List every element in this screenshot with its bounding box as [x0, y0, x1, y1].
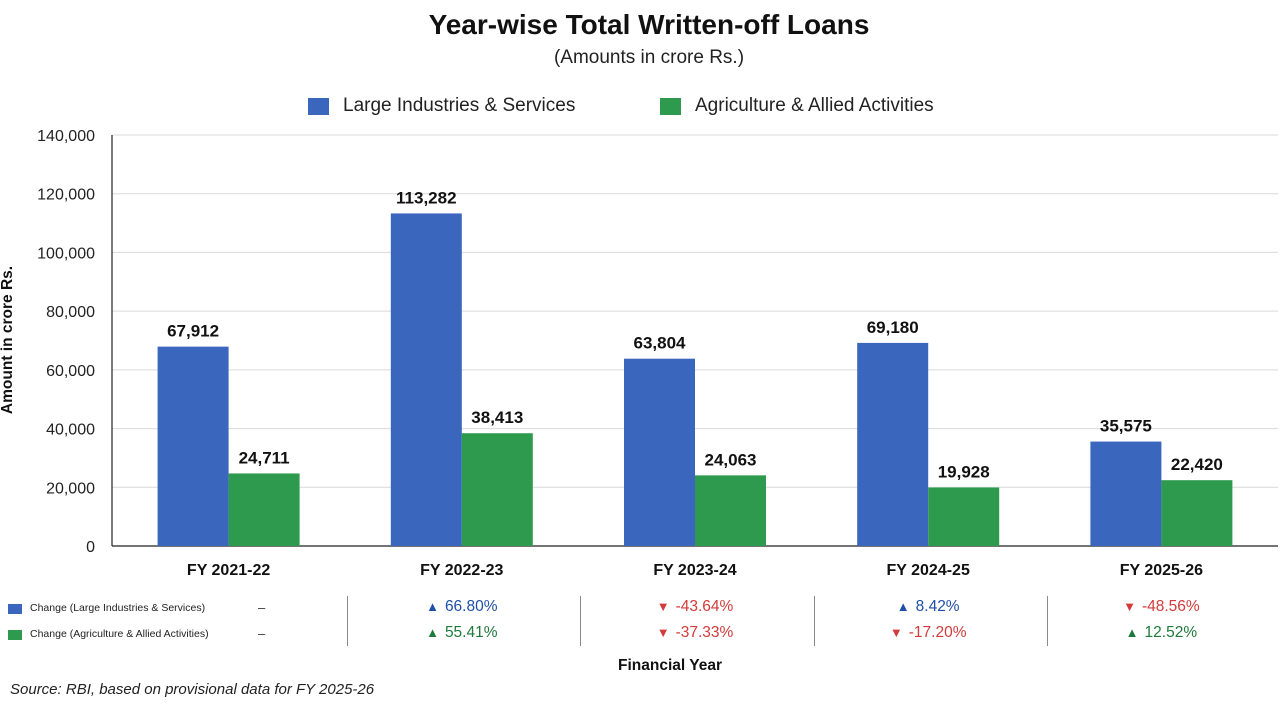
legend-item-large-industries: Large Industries & Services [308, 94, 575, 118]
data-label: 19,928 [938, 462, 990, 481]
x-tick-label: FY 2023-24 [653, 562, 736, 579]
change-percent: -17.20% [908, 624, 967, 641]
change-value: ▼ -37.33% [615, 624, 775, 642]
column-separator [813, 596, 815, 646]
data-label: 24,711 [239, 448, 290, 467]
bar-agriculture [928, 487, 1000, 546]
bar-agriculture [1161, 480, 1233, 546]
x-tick-label: FY 2022-23 [420, 562, 503, 579]
y-tick-label: 40,000 [46, 422, 95, 439]
data-label: 63,804 [634, 334, 687, 353]
change-swatch-large-industries [8, 604, 22, 614]
data-label: 24,063 [705, 450, 757, 469]
change-label-agriculture: Change (Agriculture & Allied Activities) [30, 628, 209, 640]
change-value: ▼ -43.64% [615, 598, 775, 616]
legend-swatch-agriculture [660, 97, 681, 115]
bar-chart: 0 20,000 40,000 60,000 80,000 100,000 120,000 1… [0, 128, 1278, 579]
change-value: ▲ 12.52% [1081, 624, 1241, 642]
y-tick-label: 60,000 [46, 363, 95, 380]
data-label: 67,912 [167, 322, 219, 341]
y-tick-label: 100,000 [37, 245, 95, 262]
chart-subtitle: (Amounts in crore Rs.) [553, 47, 745, 68]
legend-swatch-large-industries [308, 97, 329, 115]
data-label: 22,420 [1171, 455, 1223, 474]
change-label-large-industries: Change (Large Industries & Services) [30, 602, 206, 614]
change-swatch-agriculture [8, 630, 22, 640]
up-triangle-icon: ▲ [1125, 625, 1139, 640]
y-tick-label: 0 [86, 539, 95, 556]
x-axis-title: Financial Year [618, 657, 722, 674]
bar-large-industries [157, 346, 229, 546]
legend-item-agriculture: Agriculture & Allied Activities [660, 94, 934, 118]
bar-large-industries [857, 342, 929, 546]
down-triangle-icon: ▼ [656, 599, 670, 614]
change-percent: 66.80% [444, 598, 498, 615]
bar-large-industries [624, 358, 695, 546]
x-tick-label: FY 2024-25 [887, 562, 970, 579]
down-triangle-icon: ▼ [656, 625, 670, 640]
change-percent: -37.33% [675, 624, 734, 641]
y-tick-label: 80,000 [46, 304, 95, 321]
data-label: 35,575 [1100, 417, 1152, 436]
y-tick-label: 140,000 [37, 128, 95, 145]
down-triangle-icon: ▼ [1123, 599, 1136, 614]
legend-label-large-industries: Large Industries & Services [343, 95, 576, 116]
change-first-agriculture: – [258, 626, 266, 641]
bar-large-industries [390, 213, 462, 547]
change-percent: 8.42% [915, 598, 960, 615]
change-value: ▲ 8.42% [848, 598, 1008, 616]
down-triangle-icon: ▼ [889, 625, 903, 640]
bar-agriculture [228, 473, 300, 546]
data-label: 38,413 [471, 408, 523, 427]
change-percent: 12.52% [1144, 624, 1198, 641]
up-triangle-icon: ▲ [426, 625, 439, 640]
y-tick-label: 20,000 [46, 480, 95, 497]
change-percent: -43.64% [675, 598, 734, 615]
change-value: ▲ 66.80% [382, 598, 542, 616]
change-percent: 55.41% [444, 624, 498, 641]
data-label: 69,180 [867, 318, 919, 337]
x-tick-label: FY 2025-26 [1120, 562, 1203, 579]
up-triangle-icon: ▲ [896, 599, 910, 614]
change-row-large-industries: Change (Large Industries & Services) – ▲… [0, 596, 1280, 622]
change-first-large-industries: – [258, 600, 266, 615]
y-tick-label: 120,000 [37, 187, 95, 204]
y-axis-title: Amount in crore Rs. [0, 266, 16, 414]
change-row-agriculture: Change (Agriculture & Allied Activities)… [0, 622, 1280, 648]
bar-large-industries [1090, 441, 1162, 546]
x-tick-label: FY 2021-22 [187, 562, 270, 579]
bar-agriculture [461, 433, 533, 546]
chart-title: Year-wise Total Written-off Loans [428, 9, 870, 40]
change-percent: -48.56% [1141, 598, 1200, 615]
legend-label-agriculture: Agriculture & Allied Activities [695, 95, 934, 116]
up-triangle-icon: ▲ [426, 599, 439, 614]
change-value: ▼ -48.56% [1081, 598, 1241, 616]
column-separator [347, 596, 349, 646]
data-label: 113,282 [396, 188, 457, 207]
column-separator [1046, 596, 1048, 646]
change-value: ▲ 55.41% [382, 624, 542, 642]
source-note: Source: RBI, based on provisional data f… [10, 681, 375, 698]
column-separator [580, 596, 582, 646]
bar-agriculture [695, 475, 766, 546]
change-value: ▼ -17.20% [848, 624, 1008, 642]
